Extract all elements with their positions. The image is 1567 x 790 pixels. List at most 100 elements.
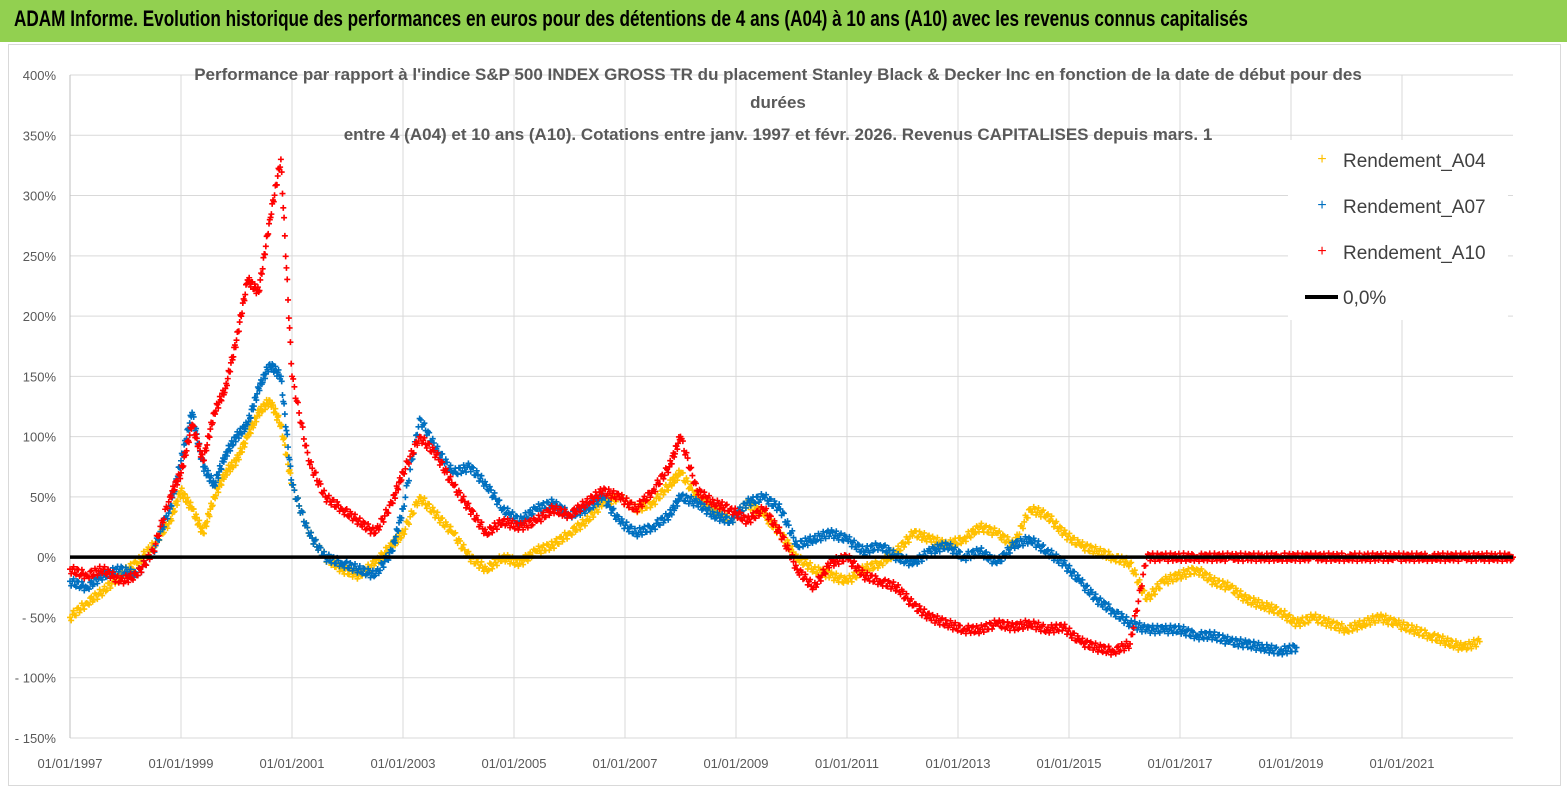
data-point-fill	[584, 513, 591, 520]
data-point-fill	[652, 488, 659, 495]
data-point-fill	[478, 558, 485, 565]
data-point-fill	[183, 447, 190, 454]
x-tick-label: 01/01/2021	[1369, 756, 1434, 771]
x-tick-label: 01/01/2011	[815, 756, 879, 771]
data-point-fill	[1255, 596, 1262, 603]
data-point-fill	[939, 540, 946, 547]
data-point-fill	[442, 465, 449, 472]
data-point-fill	[467, 468, 474, 475]
data-point-fill	[802, 571, 809, 578]
data-point-fill	[848, 578, 855, 585]
data-point-fill	[634, 508, 641, 515]
data-point-fill	[1395, 617, 1402, 624]
data-point-fill	[905, 601, 912, 608]
data-point-fill	[916, 528, 923, 535]
data-point-fill	[1113, 644, 1120, 651]
data-point-fill	[330, 496, 337, 503]
data-point-fill	[323, 558, 330, 565]
data-point-fill	[401, 531, 408, 538]
data-point-fill	[288, 360, 295, 367]
data-point-fill	[1473, 643, 1480, 650]
data-point-fill	[709, 508, 716, 515]
data-point-fill	[1048, 513, 1055, 520]
data-point-fill	[989, 625, 996, 632]
data-point-fill	[385, 510, 392, 517]
data-point-fill	[747, 519, 754, 526]
data-point-fill	[78, 578, 85, 585]
data-point	[372, 572, 379, 579]
data-point-fill	[909, 532, 916, 539]
data-point-fill	[697, 500, 704, 507]
data-point-fill	[465, 500, 472, 507]
data-point-fill	[212, 479, 219, 486]
data-point-fill	[241, 297, 248, 304]
data-point-fill	[851, 558, 858, 565]
data-point-fill	[410, 449, 417, 456]
data-point-fill	[981, 549, 988, 556]
data-point-fill	[1068, 634, 1075, 641]
data-point-fill	[1429, 557, 1436, 564]
data-point-fill	[367, 574, 374, 581]
data-point-fill	[692, 480, 699, 487]
data-point-fill	[1146, 624, 1153, 631]
data-point-fill	[882, 576, 889, 583]
data-point-fill	[647, 504, 654, 511]
y-axis-ticks: 400% 350% 300% 250% 200% 150% 100% 50% 0% - 50% - …	[15, 68, 57, 746]
data-point-fill	[1141, 622, 1148, 629]
y-tick-label: 150%	[23, 369, 57, 384]
data-point-fill	[1382, 612, 1389, 619]
data-point-fill	[1079, 538, 1086, 545]
data-point-fill	[840, 579, 847, 586]
legend-label-zero: 0,0%	[1343, 288, 1386, 309]
data-point-fill	[239, 448, 246, 455]
data-point-fill	[1058, 524, 1065, 531]
data-point-fill	[402, 465, 409, 472]
data-point-fill	[444, 521, 451, 528]
data-point-fill	[571, 523, 578, 530]
data-point-fill	[482, 526, 489, 533]
data-point-fill	[711, 515, 718, 522]
data-point-fill	[1152, 591, 1159, 598]
data-point	[67, 614, 73, 621]
data-point-fill	[524, 524, 531, 531]
data-point-fill	[692, 495, 699, 502]
data-point-fill	[1209, 581, 1216, 588]
data-point-fill	[577, 526, 584, 533]
data-point-fill	[654, 477, 661, 484]
data-point-fill	[378, 559, 385, 566]
chart-marks	[67, 156, 1516, 658]
data-point-fill	[598, 490, 605, 497]
x-tick-label: 01/01/2013	[925, 756, 990, 771]
page-title: ADAM Informe. Evolution historique des p…	[14, 6, 1248, 31]
data-point-fill	[784, 518, 791, 525]
data-point-fill	[846, 533, 853, 540]
data-point-fill	[501, 504, 508, 511]
data-point-fill	[714, 497, 721, 504]
data-point-fill	[1219, 632, 1226, 639]
data-point-fill	[1468, 645, 1475, 652]
data-point-fill	[1351, 619, 1358, 626]
data-point-fill	[520, 561, 527, 568]
data-point-fill	[1031, 506, 1038, 513]
data-point-fill	[830, 535, 837, 542]
data-point-fill	[1105, 548, 1112, 555]
data-point-fill	[851, 537, 858, 544]
data-point-fill	[618, 491, 625, 498]
data-point-fill	[763, 505, 770, 512]
data-point-fill	[285, 296, 292, 303]
data-point-fill	[1284, 558, 1291, 565]
data-point-fill	[1129, 631, 1136, 638]
data-point-fill	[1284, 650, 1291, 657]
data-point-fill	[114, 572, 121, 579]
data-point-fill	[78, 566, 85, 573]
data-point-fill	[813, 584, 820, 591]
data-point-fill	[581, 522, 588, 529]
data-point-fill	[212, 408, 219, 415]
data-point-fill	[723, 501, 730, 508]
data-point-fill	[1065, 533, 1072, 540]
data-point-fill	[190, 413, 197, 420]
data-point-fill	[409, 450, 416, 457]
y-tick-label: 50%	[30, 490, 56, 505]
data-point-fill	[674, 503, 681, 510]
